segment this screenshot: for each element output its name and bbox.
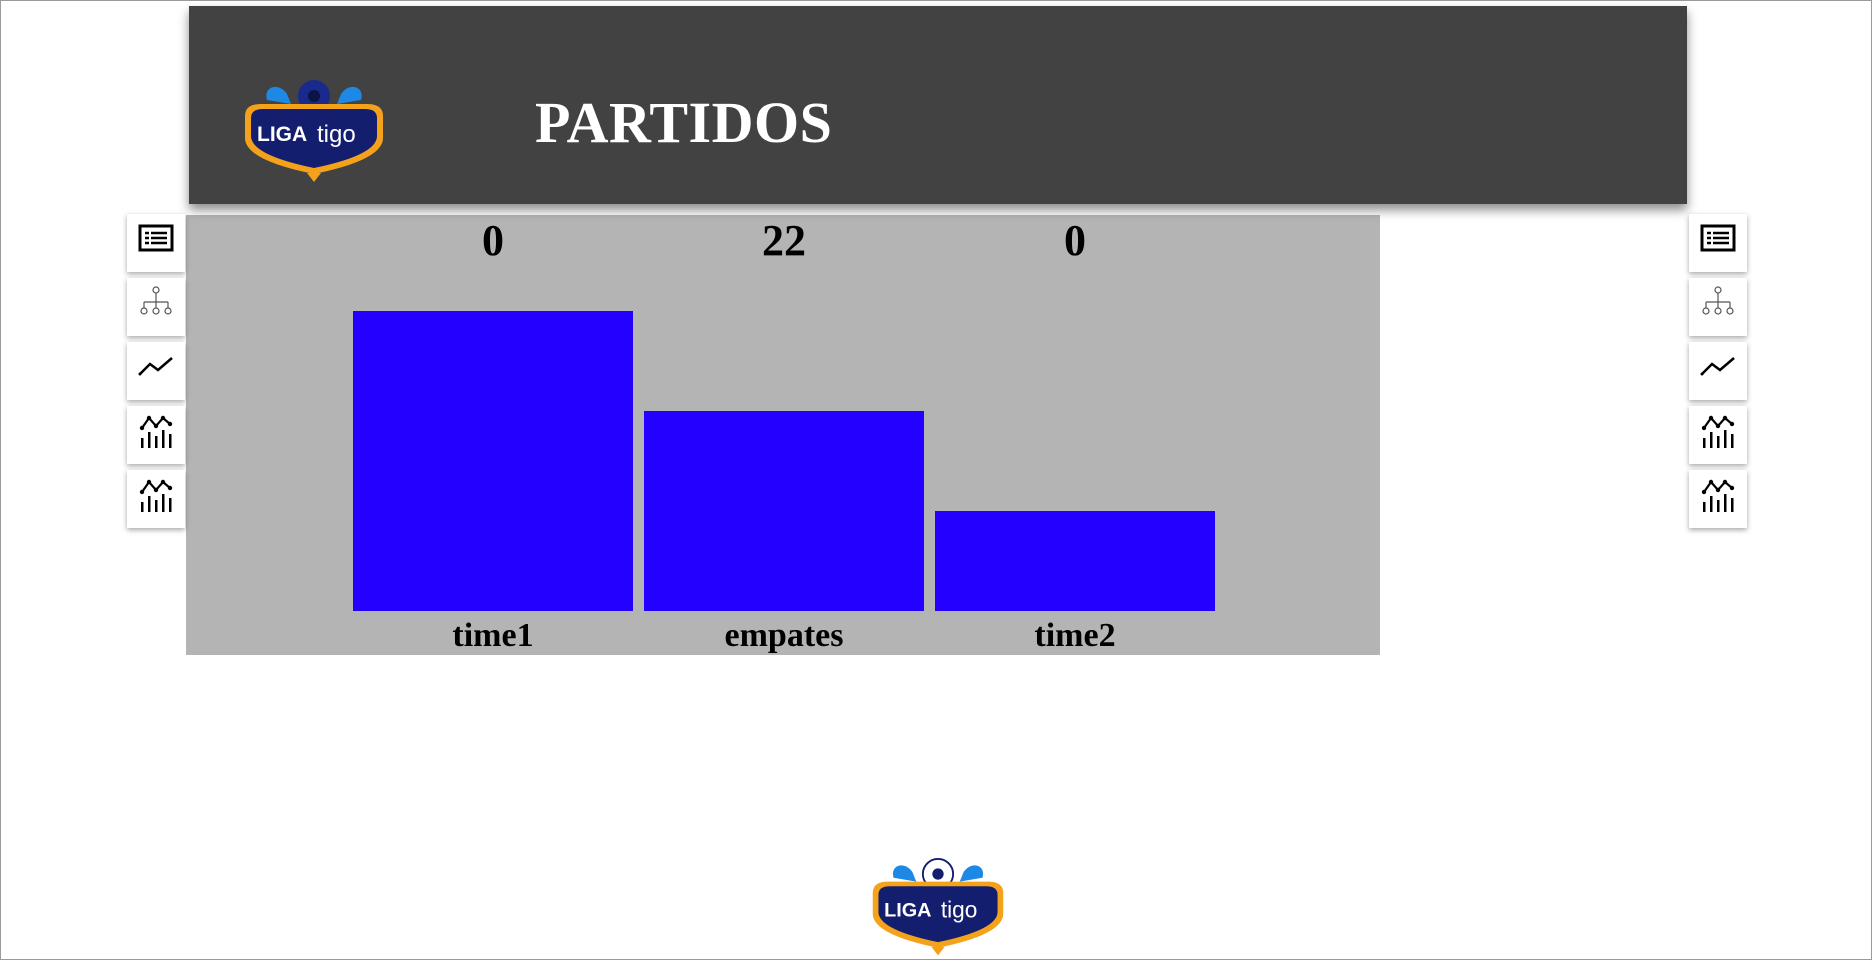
logo-wing-right [337, 86, 362, 104]
bar-empates[interactable] [644, 411, 924, 611]
bar-line-chart-button-right[interactable] [1689, 406, 1747, 464]
table-icon [1700, 224, 1736, 252]
bar-line-chart-icon [139, 415, 173, 448]
bar-time1[interactable] [353, 311, 633, 611]
bar-chart: 0 time1 22 empates 0 time2 [353, 216, 1215, 654]
hierarchy-view-button-right[interactable] [1689, 278, 1747, 336]
table-view-button[interactable] [127, 214, 185, 272]
bar-line-chart-button-right-2[interactable] [1689, 470, 1747, 528]
bar-line-chart-icon [1701, 479, 1735, 512]
left-toolbar [127, 214, 185, 534]
bar-line-chart-button-2[interactable] [127, 470, 185, 528]
line-chart-icon [138, 357, 173, 376]
hierarchy-view-button[interactable] [127, 278, 185, 336]
table-view-button-right[interactable] [1689, 214, 1747, 272]
footer-logo-text-light: tigo [941, 897, 978, 923]
logo-text-light: tigo [317, 121, 356, 148]
line-chart-button[interactable] [127, 342, 185, 400]
hierarchy-icon [140, 286, 172, 315]
bar-value-label-time2: 0 [1064, 216, 1086, 265]
line-chart-icon [1700, 357, 1735, 376]
line-chart-button-right[interactable] [1689, 342, 1747, 400]
liga-tigo-logo: LIGA tigo [245, 80, 383, 182]
category-label-time2: time2 [1034, 617, 1115, 654]
table-icon [138, 224, 174, 252]
bar-time2[interactable] [935, 511, 1215, 611]
logo-text-bold: LIGA [257, 123, 307, 146]
bar-value-label-empates: 22 [762, 216, 806, 265]
bar-line-chart-icon [1701, 415, 1735, 448]
logo-wing-left [266, 86, 291, 104]
category-label-empates: empates [725, 617, 844, 654]
category-label-time1: time1 [452, 617, 533, 654]
hierarchy-icon [1702, 286, 1734, 315]
bar-chart-panel: 0 time1 22 empates 0 time2 [186, 215, 1380, 655]
page-title: PARTIDOS [535, 90, 833, 155]
footer-logo-text-bold: LIGA [884, 900, 931, 922]
footer-liga-tigo-logo: LIGA tigo [872, 857, 1004, 956]
bar-line-chart-icon [139, 479, 173, 512]
bar-line-chart-button[interactable] [127, 406, 185, 464]
bar-value-label-time1: 0 [482, 216, 504, 265]
right-toolbar [1689, 214, 1747, 534]
page-header: LIGA tigo PARTIDOS [189, 6, 1687, 204]
